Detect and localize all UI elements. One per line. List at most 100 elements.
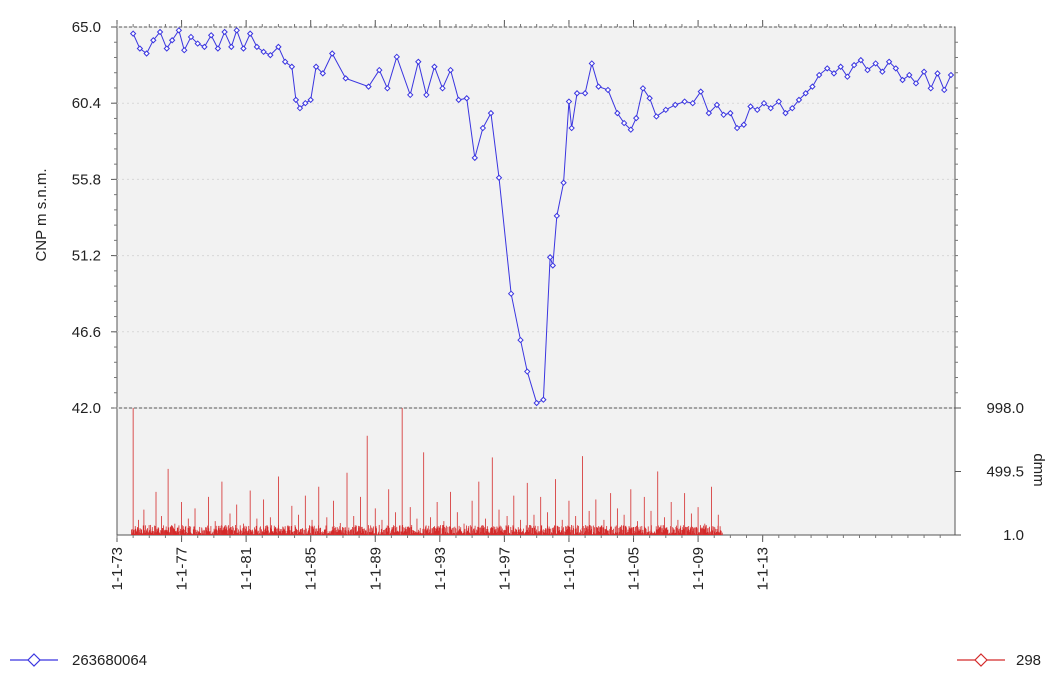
data-point [560,179,567,186]
legend-marker-diamond-icon [974,653,988,667]
bottom-plot-background [116,407,956,536]
data-point [253,43,261,51]
x-tick-label: 1-1-97 [496,547,513,590]
data-point [639,85,647,92]
x-tick-label: 1-1-13 [755,547,772,590]
data-point [553,212,561,220]
data-point [733,124,741,132]
y-tick-label: 65.0 [72,19,101,36]
data-point [633,114,640,122]
data-point [495,174,503,181]
x-tick-label: 1-1-81 [238,547,255,590]
data-point [830,70,838,77]
data-point [233,27,240,34]
data-point [824,65,831,72]
legend: 263680064 298 [10,652,1041,669]
data-point [927,85,934,92]
data-point [892,65,900,72]
data-point [302,99,309,107]
data-point [431,63,438,70]
y2-tick-label: 998.0 [986,400,1024,417]
data-point [857,56,865,64]
x-tick-label: 1-1-09 [690,547,707,590]
data-point [194,40,201,47]
data-point [384,85,391,92]
data-point [267,51,274,59]
data-point [681,98,688,105]
data-point [517,336,524,344]
data-point [760,99,768,107]
data-point [393,53,400,61]
data-point [705,109,713,117]
data-point [471,154,479,162]
y-axis-title: CNP m s.n.m. [33,168,50,261]
data-point [802,90,809,97]
data-point [307,96,314,104]
data-point [920,68,928,75]
data-point [540,396,547,403]
data-point [524,368,531,375]
data-point [275,43,282,51]
data-point [201,43,208,51]
data-point [376,66,383,74]
y2-tick-label: 499.5 [986,464,1024,481]
data-point [782,109,789,117]
y-tick-label: 42.0 [72,400,101,417]
data-point [573,90,581,97]
legend-item-red[interactable]: 298 [957,652,1041,669]
x-tick-label: 1-1-73 [109,547,126,590]
data-point [479,124,487,132]
x-tick-label: 1-1-01 [561,547,578,590]
data-point [296,104,304,112]
y2-tick-label: 1.0 [1003,527,1024,544]
y-tick-label: 46.6 [72,324,101,341]
data-point [439,85,446,92]
data-point [713,101,721,109]
data-point [329,50,336,57]
data-point [697,88,704,95]
data-point [447,66,454,74]
data-point [581,90,589,97]
x-tick-label: 1-1-93 [432,547,449,590]
data-point [228,43,235,51]
data-point [415,58,422,65]
data-point [775,98,782,105]
water-level-line [129,27,955,407]
data-point [187,33,195,41]
y2-axis-title: dmm [1030,453,1047,486]
y-tick-label: 51.2 [72,248,101,265]
data-point [885,58,893,65]
data-point [809,83,816,90]
data-point [507,290,515,297]
data-point [795,96,803,104]
data-point [789,104,796,112]
data-point [175,27,183,34]
data-point [365,83,372,90]
data-point [207,32,215,39]
data-point [850,61,858,69]
legend-label-red: 298 [1016,652,1041,669]
precipitation-bars [131,408,723,535]
data-point [727,109,734,117]
data-point [549,262,557,269]
data-point [947,71,955,79]
data-point [214,45,222,52]
left-y-axis: 42.0 46.6 51.2 55.8 60.4 65.0 [72,19,958,417]
data-point [568,124,575,132]
data-point [533,399,540,407]
data-point [319,70,327,77]
data-point [423,91,430,99]
data-point [240,45,247,52]
data-point [754,106,761,114]
data-point [595,83,602,90]
data-point [588,60,596,67]
data-point [620,119,628,127]
data-point [463,95,470,102]
legend-item-blue[interactable]: 263680064 [10,652,147,669]
data-point [844,73,851,80]
y-tick-label: 55.8 [72,171,101,188]
data-point [246,30,254,37]
data-point [740,121,748,128]
data-point [934,70,941,77]
